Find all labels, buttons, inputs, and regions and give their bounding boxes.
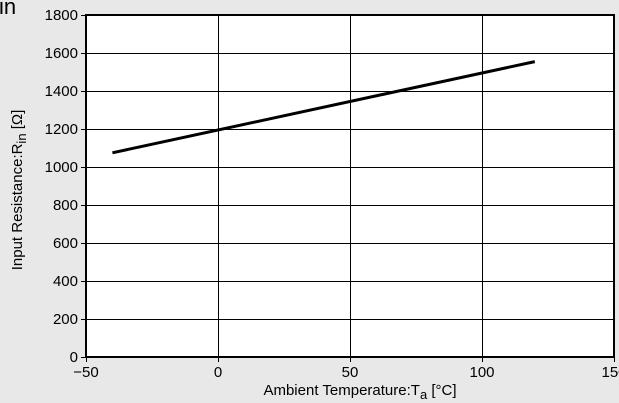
- y-axis-label: Input Resistance:Rin [Ω]: [9, 110, 29, 271]
- x-tick-label: 100: [469, 364, 494, 381]
- y-tick-label: 1200: [45, 121, 78, 138]
- x-tick-label: 50: [342, 364, 359, 381]
- tick-marks: [81, 14, 616, 362]
- x-tick-label: 0: [214, 364, 222, 381]
- clipped-header-text: in: [0, 0, 16, 19]
- y-tick-label: 800: [53, 197, 78, 214]
- y-tick-label: 0: [70, 349, 78, 366]
- x-axis-label: Ambient Temperature:Ta [°C]: [263, 382, 456, 402]
- x-tick-label: 150: [601, 364, 619, 381]
- x-tick-labels: −50 0 50 100 150: [73, 364, 619, 381]
- y-tick-label: 1400: [45, 83, 78, 100]
- y-tick-labels: 0 200 400 600 800 1000 1200 1400 1600 1800: [45, 7, 78, 366]
- plot-frame: [85, 14, 615, 358]
- y-tick-label: 1600: [45, 45, 78, 62]
- y-tick-label: 200: [53, 311, 78, 328]
- series-group: [112, 60, 536, 155]
- x-tick-label: −50: [73, 364, 98, 381]
- y-tick-label: 400: [53, 273, 78, 290]
- y-tick-label: 1800: [45, 7, 78, 24]
- series-line: [112, 60, 536, 155]
- y-tick-label: 600: [53, 235, 78, 252]
- y-tick-label: 1000: [45, 159, 78, 176]
